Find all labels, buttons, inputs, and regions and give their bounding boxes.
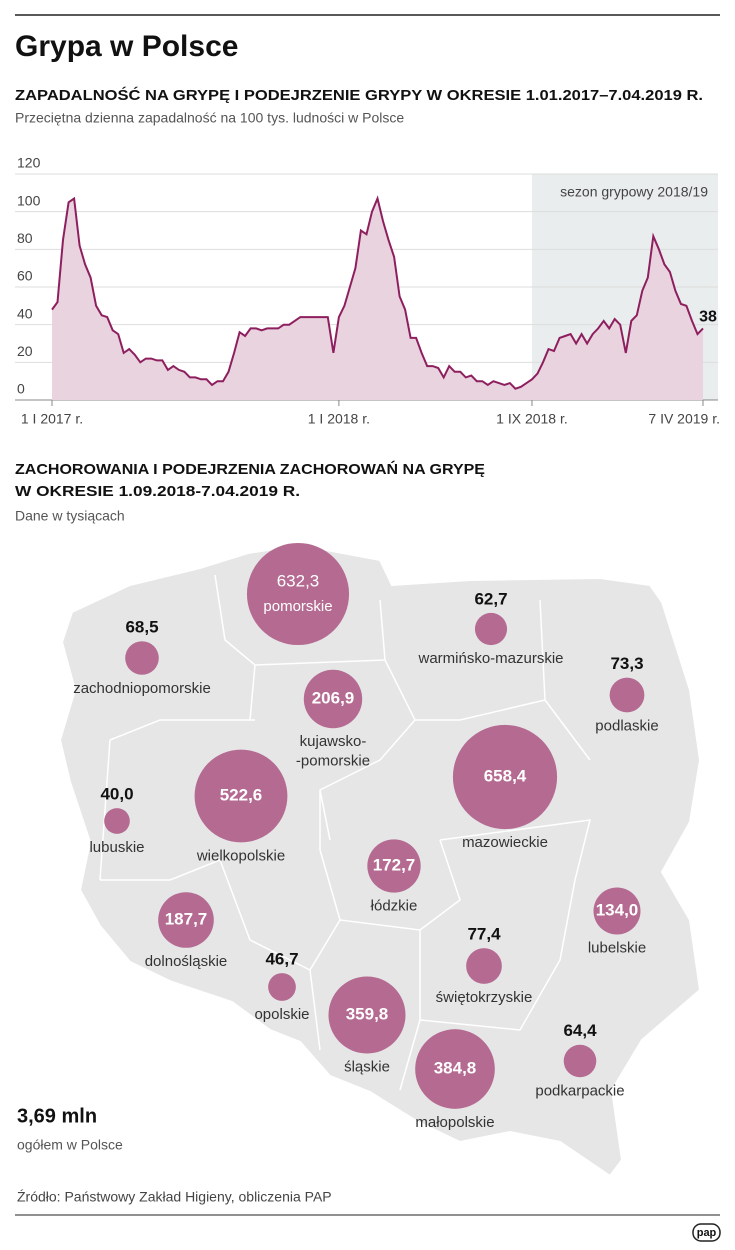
region-label: łódzkie [371, 898, 418, 915]
region-label: warmińsko-mazurskie [417, 650, 563, 667]
end-value-label: 38 [699, 309, 717, 326]
chart-title: ZAPADALNOŚĆ NA GRYPĘ I PODEJRZENIE GRYPY… [15, 86, 703, 104]
map-subtitle: Dane w tysiącach [15, 508, 125, 524]
region-label: świętokrzyskie [436, 989, 533, 1006]
bubble [194, 749, 288, 843]
bubble [328, 976, 406, 1054]
region-label: zachodniopomorskie [73, 680, 211, 697]
value-label: 206,9 [312, 688, 355, 707]
logo: pap [697, 1227, 717, 1239]
line [51, 195, 704, 390]
bubble [125, 641, 159, 675]
region-label: pomorskie [263, 598, 332, 615]
value-label: 46,7 [265, 950, 298, 969]
bubble [474, 612, 508, 646]
bubble [367, 839, 421, 893]
region-label: małopolskie [415, 1114, 494, 1131]
region-label: lubelskie [588, 939, 646, 956]
y-tick-label: 0 [17, 381, 25, 397]
bubble [104, 808, 130, 834]
map-title: W OKRESIE 1.09.2018-7.04.2019 R. [15, 483, 300, 500]
region-label: podlaskie [595, 717, 658, 734]
bubble [303, 669, 363, 729]
value-label: 384,8 [434, 1058, 477, 1077]
value-label: 522,6 [220, 785, 263, 804]
bubble [563, 1044, 597, 1078]
value-label: 73,3 [610, 654, 643, 673]
total-label: ogółem w Polsce [17, 1137, 123, 1153]
logo-frame [692, 1223, 721, 1242]
y-tick-label: 20 [17, 343, 33, 359]
x-tick-label: 1 I 2017 r. [21, 411, 83, 427]
map: 68,5 zachodniopomorskie 632,3 pomorskie 62,7… [58, 542, 702, 1178]
x-tick-label: 1 I 2018 r. [308, 411, 370, 427]
region-label: wielkopolskie [196, 847, 285, 864]
y-tick-label: 80 [17, 230, 33, 246]
map-title: ZACHOROWANIA I PODEJRZENIA ZACHOROWAŃ NA… [15, 461, 485, 478]
value-label: 68,5 [125, 618, 158, 637]
bubble [268, 973, 296, 1001]
region-borders [99, 574, 591, 1091]
region-label: podkarpackie [535, 1082, 624, 1099]
value-label: 632,3 [277, 571, 320, 590]
bubble [452, 724, 558, 830]
y-tick-label: 100 [17, 192, 41, 208]
region-label: mazowieckie [462, 834, 548, 851]
region-label: opolskie [254, 1006, 309, 1023]
value-label: 134,0 [596, 900, 639, 919]
value-label: 64,4 [563, 1021, 597, 1040]
bubble [609, 677, 645, 713]
region-label: lubuskie [89, 839, 144, 856]
x-tick-label: 1 IX 2018 r. [496, 411, 568, 427]
chart-subtitle: Przeciętna dzienna zapadalność na 100 ty… [15, 110, 404, 126]
area [52, 198, 703, 400]
page-title: Grypa w Polsce [15, 30, 238, 63]
value-label: 658,4 [484, 766, 527, 785]
source: Źródło: Państwowy Zakład Higieny, oblicz… [17, 1189, 332, 1205]
value-label: 172,7 [373, 855, 416, 874]
value-label: 40,0 [100, 785, 133, 804]
region-label: śląskie [344, 1058, 390, 1075]
value-label: 62,7 [474, 589, 507, 608]
region-label: dolnośląskie [145, 953, 228, 970]
bubble [158, 892, 214, 948]
value-label: 77,4 [467, 925, 501, 944]
season-label: sezon grypowy 2018/19 [560, 184, 708, 200]
bubble [246, 542, 350, 646]
bubble [466, 948, 502, 984]
region-label: kujawsko--pomorskie [296, 733, 370, 770]
x-tick-label: 7 IV 2019 r. [648, 411, 720, 427]
value-label: 187,7 [165, 909, 208, 928]
y-tick-label: 60 [17, 268, 33, 284]
bubble [415, 1029, 495, 1109]
y-tick-label: 40 [17, 305, 33, 321]
value-label: 359,8 [346, 1004, 389, 1023]
y-tick-label: 120 [17, 155, 41, 171]
total-value: 3,69 mln [17, 1105, 97, 1127]
bubble [593, 887, 641, 935]
